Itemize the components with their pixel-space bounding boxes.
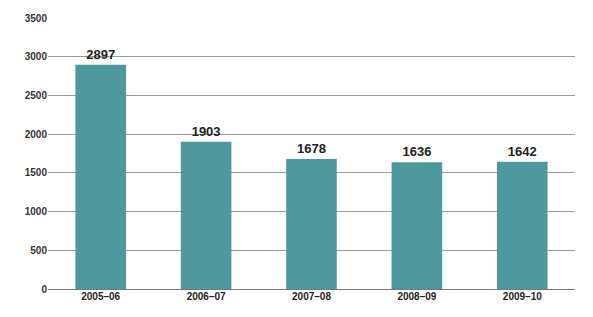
svg-text:1903: 1903 (192, 124, 221, 139)
svg-text:2007–08: 2007–08 (292, 291, 331, 302)
svg-text:1000: 1000 (25, 206, 48, 217)
svg-text:1636: 1636 (402, 144, 431, 159)
svg-text:2006–07: 2006–07 (187, 291, 226, 302)
svg-text:2897: 2897 (86, 47, 115, 62)
svg-text:2008–09: 2008–09 (397, 291, 436, 302)
svg-text:2005–06: 2005–06 (81, 291, 120, 302)
svg-text:1642: 1642 (508, 144, 537, 159)
svg-text:3500: 3500 (25, 13, 48, 24)
svg-text:2009–10: 2009–10 (503, 291, 542, 302)
svg-text:500: 500 (30, 245, 47, 256)
svg-text:2500: 2500 (25, 90, 48, 101)
svg-text:0: 0 (41, 284, 47, 295)
svg-text:3000: 3000 (25, 51, 48, 62)
svg-text:1678: 1678 (297, 141, 326, 156)
svg-text:2000: 2000 (25, 129, 48, 140)
svg-text:1500: 1500 (25, 167, 48, 178)
